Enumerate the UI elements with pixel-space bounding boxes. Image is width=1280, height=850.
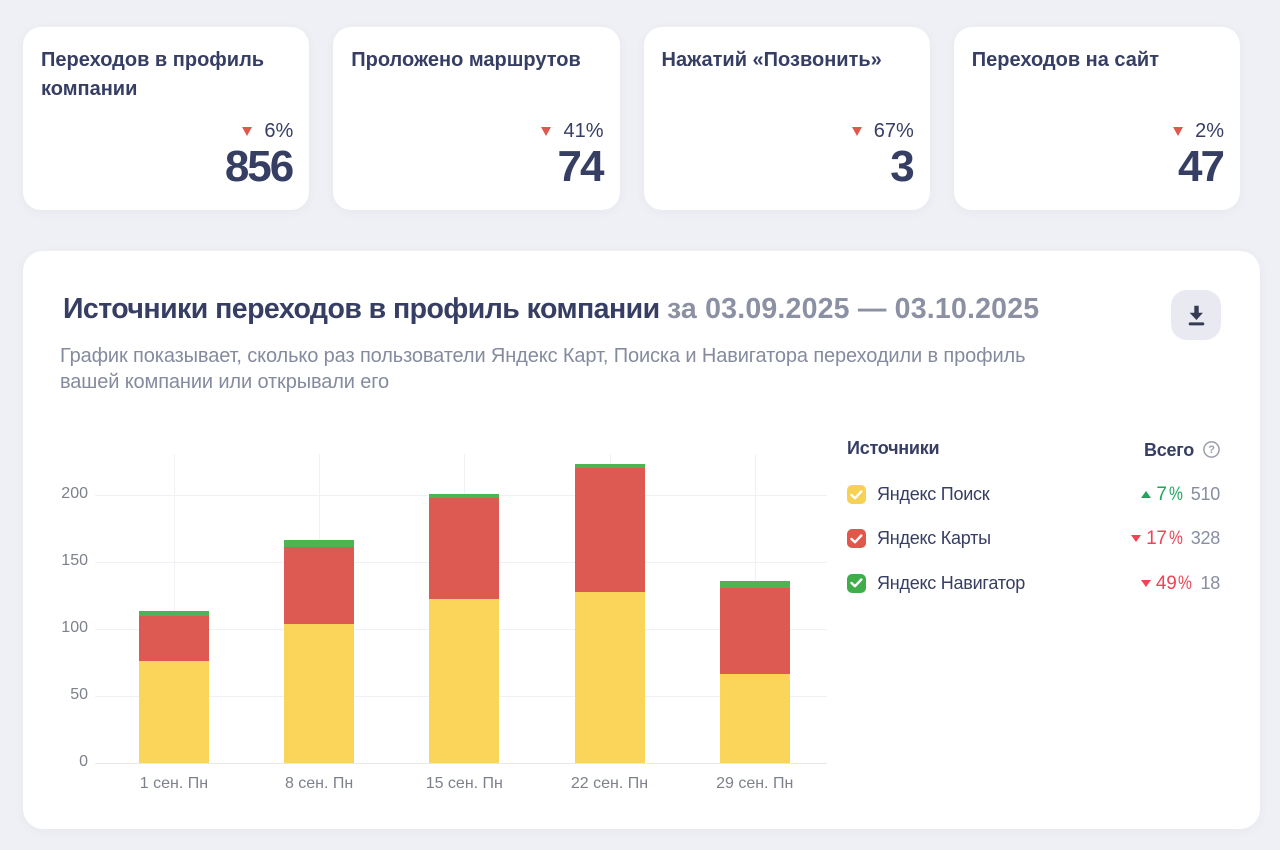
- svg-text:?: ?: [1208, 444, 1215, 456]
